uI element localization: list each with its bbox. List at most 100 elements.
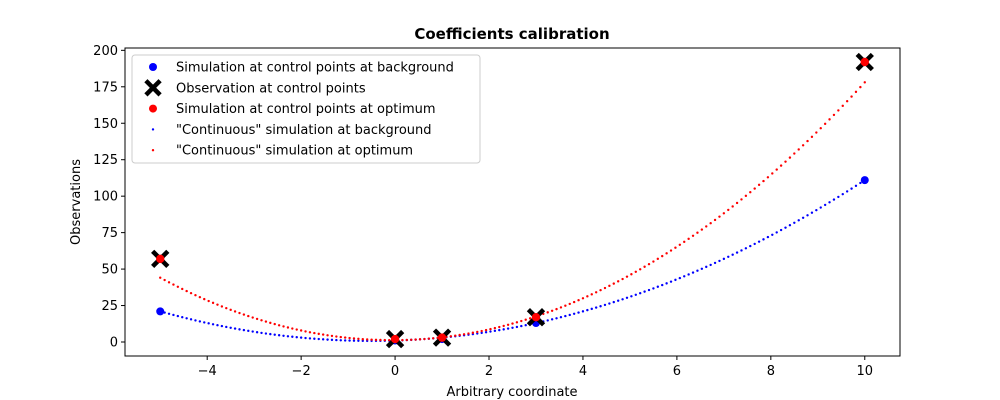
curve-point [713, 218, 717, 222]
curve-point [326, 338, 329, 341]
curve-point [647, 288, 651, 292]
curve-point [731, 253, 734, 256]
curve-point [713, 261, 717, 265]
curve-point [784, 160, 787, 163]
curve-point [401, 338, 404, 342]
curve-point [638, 268, 642, 271]
curve-point [753, 242, 756, 246]
legend-entry: Simulation at control points at optimum [149, 102, 436, 117]
curve-point [379, 338, 382, 342]
curve-point [321, 333, 325, 336]
curve-point [273, 322, 276, 326]
curve-point [502, 324, 505, 328]
curve-point [286, 335, 290, 338]
curve-point [255, 331, 259, 334]
curve-point [476, 330, 479, 334]
curve-point [828, 118, 831, 121]
curve-point [793, 152, 796, 155]
curve-point [594, 306, 598, 309]
curve-point [291, 335, 294, 338]
curve-point [810, 211, 814, 214]
curve-point [568, 302, 571, 306]
curve-point [801, 216, 805, 220]
curve-point [674, 278, 677, 282]
data-point [156, 254, 165, 264]
legend-entry: Simulation at control points at backgrou… [149, 61, 454, 76]
x-tick-label: −2 [292, 364, 311, 379]
curve-point [845, 190, 849, 193]
curve-point [691, 234, 695, 238]
curve-point [506, 327, 510, 330]
legend-marker [144, 79, 162, 97]
data-point [531, 313, 541, 322]
curve-point [172, 313, 175, 317]
x-tick-label: −4 [198, 364, 217, 379]
curve-point [661, 254, 664, 258]
curve-point [185, 317, 188, 320]
curve-point [806, 139, 809, 143]
chart-title: Coefficients calibration [414, 25, 609, 43]
curve-point [674, 246, 677, 249]
curve-point [524, 318, 527, 321]
curve-point [299, 329, 303, 332]
curve-point [233, 310, 237, 313]
data-point [390, 334, 400, 344]
curve-point [308, 337, 312, 340]
curve-point [762, 238, 765, 241]
curve-point [581, 310, 585, 313]
x-tick-label: 0 [391, 364, 399, 379]
curve-point [616, 299, 620, 302]
curve-point [793, 221, 796, 224]
curve-point [661, 283, 664, 287]
curve-point [854, 90, 858, 94]
y-tick-label: 75 [101, 226, 118, 241]
curve-point [427, 337, 431, 340]
curve-point [418, 338, 422, 341]
curve-point [220, 324, 224, 328]
curve-point [432, 337, 435, 340]
x-marker-stroke [144, 79, 162, 97]
curve-point [841, 192, 844, 196]
curve-point [207, 322, 210, 325]
curve-point [286, 326, 290, 329]
curve-point [683, 275, 686, 278]
curve-point [194, 293, 197, 297]
x-axis-label: Arbitrary coordinate [446, 385, 577, 400]
curve-point [203, 297, 206, 301]
legend-marker [149, 104, 157, 113]
plot-area [151, 52, 874, 349]
curve-point [621, 277, 624, 281]
curve-point [255, 317, 259, 321]
curve-point [621, 298, 624, 301]
curve-point [546, 311, 549, 314]
curve-point [586, 308, 589, 312]
curve-point [590, 293, 593, 296]
curve-point [625, 296, 629, 299]
curve-point [775, 231, 778, 234]
curve-point [229, 308, 232, 312]
curve-point [771, 233, 774, 236]
curve-point [471, 331, 475, 334]
curve-point [264, 332, 268, 335]
curve-point [480, 329, 483, 333]
curve-point [608, 284, 611, 288]
curve-point [564, 314, 567, 318]
curve-point [709, 263, 712, 267]
curve-point [696, 269, 699, 272]
curve-point [489, 327, 492, 331]
curve-point [823, 122, 827, 126]
curve-point [700, 228, 704, 231]
curve-point [308, 331, 312, 334]
curve-point [696, 231, 699, 234]
curve-point [823, 203, 827, 207]
y-axis: 0 25 50 75 100 125 150 175 200 [93, 44, 125, 351]
curve-point [528, 317, 532, 320]
curve-point [506, 323, 510, 326]
curve-point [220, 305, 224, 308]
curve-point [749, 244, 752, 248]
curve-point [652, 287, 655, 290]
curve-point [198, 295, 202, 299]
curve-point [159, 276, 162, 279]
curve-point [727, 255, 730, 259]
